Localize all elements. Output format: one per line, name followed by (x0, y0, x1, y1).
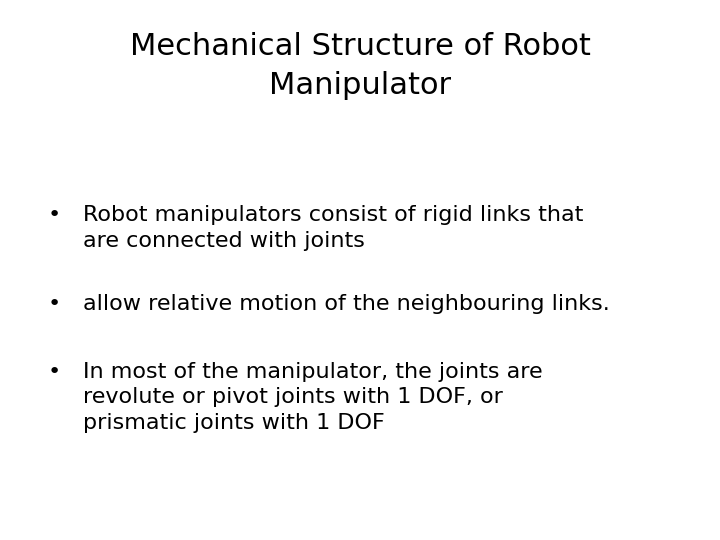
Text: Robot manipulators consist of rigid links that
are connected with joints: Robot manipulators consist of rigid link… (83, 205, 583, 251)
Text: •: • (48, 294, 60, 314)
Text: In most of the manipulator, the joints are
revolute or pivot joints with 1 DOF, : In most of the manipulator, the joints a… (83, 362, 542, 433)
Text: •: • (48, 362, 60, 382)
Text: •: • (48, 205, 60, 225)
Text: allow relative motion of the neighbouring links.: allow relative motion of the neighbourin… (83, 294, 610, 314)
Text: Mechanical Structure of Robot
Manipulator: Mechanical Structure of Robot Manipulato… (130, 32, 590, 99)
